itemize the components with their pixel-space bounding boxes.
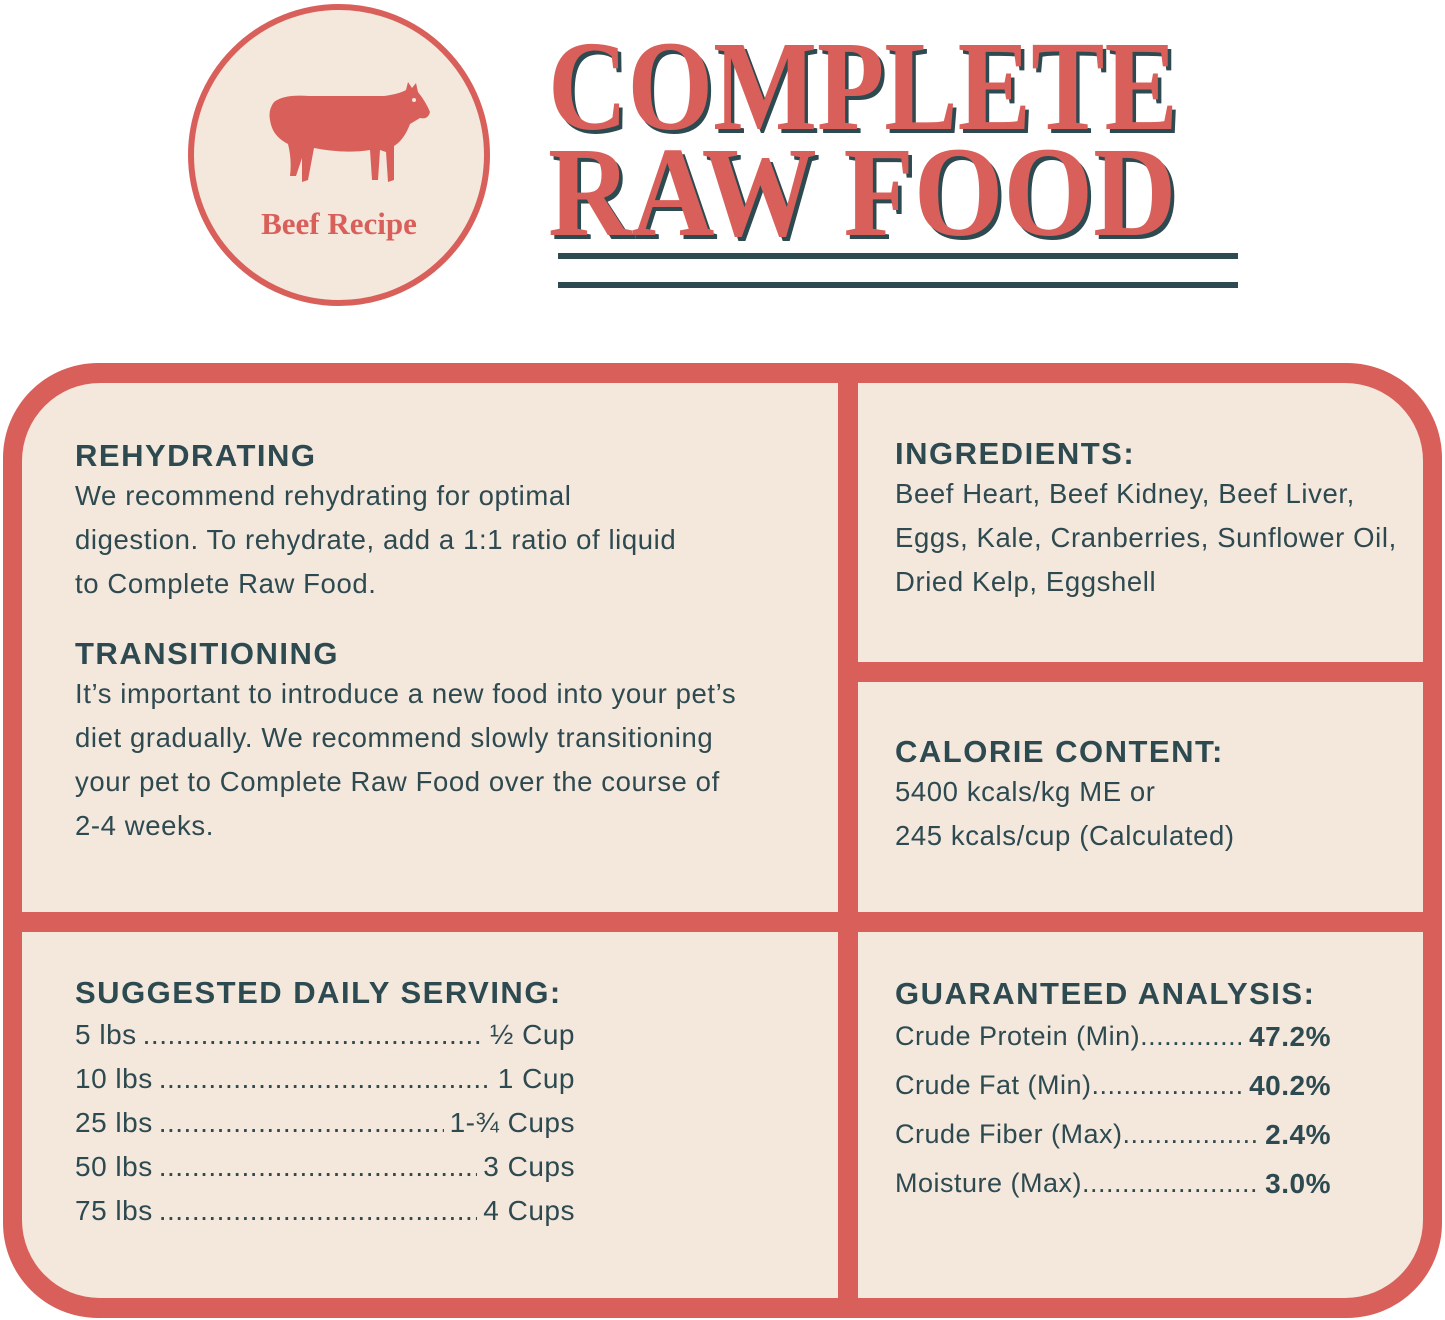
leader-dots: ........................................… — [158, 1151, 478, 1182]
title-rule — [558, 253, 1238, 259]
recipe-badge: Beef Recipe — [188, 4, 490, 306]
serving-weight: 10 lbs — [75, 1063, 153, 1094]
serving-amount: 4 Cups — [483, 1195, 575, 1226]
panel-serving: SUGGESTED DAILY SERVING: 5 lbs .........… — [22, 932, 838, 1298]
calories-line-1: 5400 kcals/kg ME or — [895, 776, 1156, 807]
transitioning-text: It’s important to introduce a new food i… — [75, 678, 737, 841]
leader-dots: ........................................… — [158, 1195, 478, 1226]
serving-row: 10 lbs .................................… — [75, 1057, 575, 1101]
leader-dots: ........................................… — [1082, 1168, 1258, 1198]
leader-dots: ........................................… — [142, 1019, 484, 1050]
analysis-value: 3.0% — [1265, 1168, 1331, 1199]
ingredients-text: Beef Heart, Beef Kidney, Beef Liver, Egg… — [895, 478, 1397, 597]
calories-heading: CALORIE CONTENT: — [895, 734, 1224, 769]
serving-weight: 25 lbs — [75, 1107, 153, 1138]
title-line-1: COMPLETE — [548, 15, 1178, 157]
info-frame: REHYDRATING We recommend rehydrating for… — [3, 363, 1442, 1318]
analysis-row: Moisture (Max) .........................… — [895, 1159, 1331, 1208]
badge-label: Beef Recipe — [261, 206, 417, 241]
ingredients-heading: INGREDIENTS: — [895, 436, 1136, 471]
analysis-value: 40.2% — [1249, 1070, 1331, 1101]
panel-analysis: GUARANTEED ANALYSIS: Crude Protein (Min)… — [858, 932, 1423, 1298]
serving-weight: 75 lbs — [75, 1195, 153, 1226]
transitioning-heading: TRANSITIONING — [75, 636, 340, 671]
analysis-row: Crude Fat (Min) ........................… — [895, 1061, 1331, 1110]
rehydrating-text: We recommend rehydrating for optimal dig… — [75, 480, 677, 599]
panel-rehydrating: REHYDRATING We recommend rehydrating for… — [22, 383, 838, 912]
leader-dots: ........................................… — [1122, 1119, 1258, 1149]
analysis-value: 2.4% — [1265, 1119, 1331, 1150]
serving-amount: 1-¾ Cups — [449, 1107, 575, 1138]
serving-heading: SUGGESTED DAILY SERVING: — [75, 975, 562, 1010]
serving-weight: 5 lbs — [75, 1019, 137, 1050]
analysis-label: Crude Fiber (Max) — [895, 1119, 1123, 1149]
serving-row: 50 lbs .................................… — [75, 1145, 575, 1189]
analysis-label: Crude Protein (Min) — [895, 1021, 1141, 1051]
analysis-label: Crude Fat (Min) — [895, 1070, 1092, 1100]
leader-dots: ........................................… — [158, 1107, 444, 1138]
serving-row: 75 lbs .................................… — [75, 1189, 575, 1233]
serving-row: 25 lbs .................................… — [75, 1101, 575, 1145]
analysis-label: Moisture (Max) — [895, 1168, 1083, 1198]
panel-ingredients: INGREDIENTS: Beef Heart, Beef Kidney, Be… — [858, 383, 1423, 662]
analysis-value: 47.2% — [1249, 1021, 1331, 1052]
analysis-row: Crude Protein (Min) ....................… — [895, 1012, 1331, 1061]
title-rule — [558, 282, 1238, 288]
leader-dots: ........................................… — [1140, 1021, 1241, 1051]
analysis-row: Crude Fiber (Max) ......................… — [895, 1110, 1331, 1159]
serving-amount: ½ Cup — [490, 1019, 575, 1050]
serving-amount: 3 Cups — [483, 1151, 575, 1182]
rehydrating-heading: REHYDRATING — [75, 438, 317, 473]
leader-dots: ........................................… — [1091, 1070, 1242, 1100]
serving-weight: 50 lbs — [75, 1151, 153, 1182]
serving-amount: 1 Cup — [497, 1063, 575, 1094]
panel-calories: CALORIE CONTENT: 5400 kcals/kg ME or 245… — [858, 682, 1423, 912]
serving-row: 5 lbs ..................................… — [75, 1013, 575, 1057]
title-line-2: RAW FOOD — [548, 121, 1177, 263]
calories-line-2: 245 kcals/cup (Calculated) — [895, 820, 1235, 851]
leader-dots: ........................................… — [158, 1063, 492, 1094]
analysis-heading: GUARANTEED ANALYSIS: — [895, 976, 1316, 1011]
cow-icon — [269, 82, 430, 182]
